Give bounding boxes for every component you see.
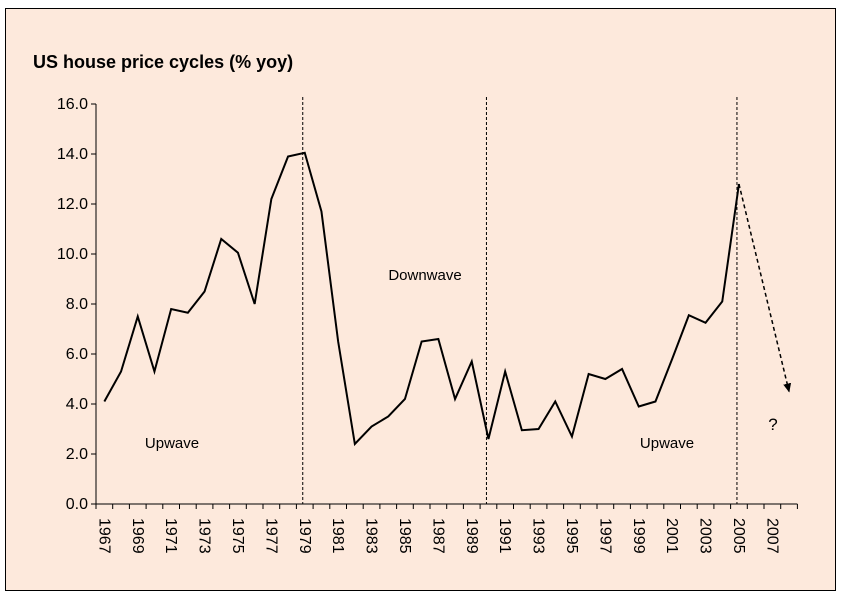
x-tick-label: 1975 [229,518,246,554]
y-tick-label: 0.0 [66,496,88,513]
annotation: ? [768,415,777,434]
x-tick-label: 1999 [630,518,647,554]
y-tick-label: 8.0 [66,296,88,313]
y-tick-label: 4.0 [66,396,88,413]
x-tick-label: 1967 [95,518,112,554]
x-tick-label: 1991 [496,518,513,554]
y-tick-label: 14.0 [57,146,88,163]
y-tick-label: 16.0 [57,96,88,113]
x-tick-label: 2001 [663,518,680,554]
x-tick-label: 1973 [196,518,213,554]
chart-background [5,8,836,591]
y-tick-label: 2.0 [66,446,88,463]
x-tick-label: 1981 [329,518,346,554]
x-tick-label: 1983 [363,518,380,554]
x-tick-label: 2007 [763,518,780,554]
annotation: Upwave [640,435,694,452]
x-tick-label: 1997 [596,518,613,554]
y-tick-label: 6.0 [66,346,88,363]
x-tick-label: 2003 [697,518,714,554]
y-tick-label: 10.0 [57,246,88,263]
y-tick-label: 12.0 [57,196,88,213]
annotation: Downwave [388,267,461,284]
x-tick-label: 1989 [463,518,480,554]
x-tick-label: 1969 [129,518,146,554]
x-tick-label: 1979 [296,518,313,554]
x-tick-label: 1987 [429,518,446,554]
chart-title: US house price cycles (% yoy) [33,52,293,72]
x-tick-label: 1977 [262,518,279,554]
data-line [103,151,740,447]
x-tick-label: 1993 [530,518,547,554]
x-tick-label: 1971 [162,518,179,554]
x-tick-label: 2005 [730,518,747,554]
x-tick-label: 1995 [563,518,580,554]
projection-arrow [738,183,792,393]
annotation: Upwave [145,435,199,452]
x-tick-label: 1985 [396,518,413,554]
